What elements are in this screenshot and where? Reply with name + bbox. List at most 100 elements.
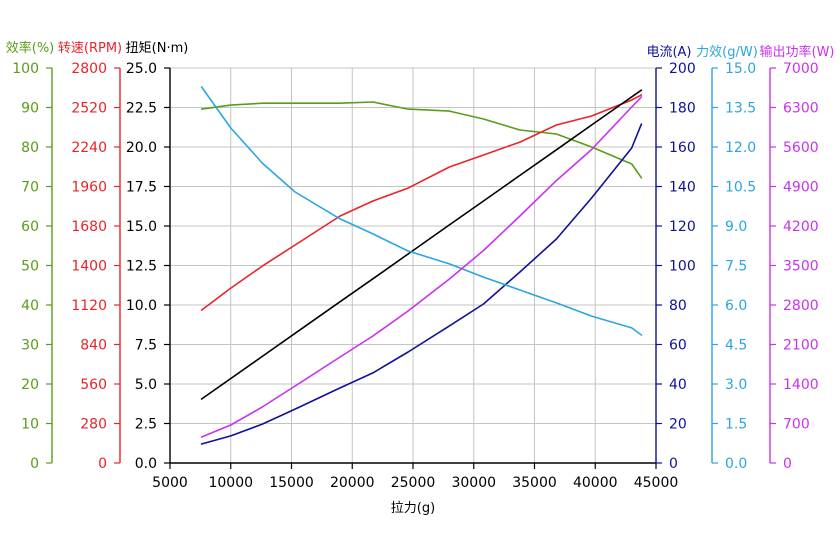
output-power-axis: 0 700 1400 2100 2800 3500 4200 4900 5600 6300 7000… <box>760 44 835 472</box>
output-power-tick-label: 700 <box>783 417 810 433</box>
efficiency-tick-label: 10 <box>21 417 39 433</box>
torque-tick-label: 15.0 <box>126 219 157 235</box>
thrust-efficiency-tick-label: 10.5 <box>725 180 756 196</box>
torque-tick-label: 7.5 <box>135 338 157 354</box>
current-tick-label: 160 <box>669 140 696 156</box>
current-tick-label: 180 <box>669 101 696 117</box>
output-power-tick-label: 2100 <box>783 338 819 354</box>
rpm-tick-label: 2800 <box>71 61 107 77</box>
current-tick-label: 140 <box>669 180 696 196</box>
rpm-tick-label: 560 <box>80 377 107 393</box>
torque-axis: 0.0 2.5 5.0 7.5 10.0 12.5 15.0 17.5 20.0 22.5 25.0… <box>126 41 189 472</box>
torque-tick-label: 2.5 <box>135 417 157 433</box>
x-axis-title: 拉力(g) <box>391 501 435 516</box>
x-tick-label: 30000 <box>451 475 496 491</box>
output-power-tick-label: 6300 <box>783 101 819 117</box>
rpm-tick-label: 1120 <box>71 298 107 314</box>
torque-axis-title: 扭矩(N·m) <box>126 41 189 56</box>
x-tick-label: 45000 <box>634 475 679 491</box>
current-tick-label: 0 <box>669 456 678 472</box>
efficiency-tick-label: 30 <box>21 338 39 354</box>
y-axes: 0 10 20 30 40 50 60 70 80 90 100 效率(%) 0 280 560 840 112… <box>6 40 835 472</box>
efficiency-axis-title: 效率(%) <box>6 40 55 56</box>
current-tick-label: 200 <box>669 61 696 77</box>
output-power-tick-label: 4900 <box>783 180 819 196</box>
torque-tick-label: 17.5 <box>126 180 157 196</box>
efficiency-tick-label: 50 <box>21 259 39 275</box>
current-tick-label: 120 <box>669 219 696 235</box>
output-power-tick-label: 0 <box>783 456 792 472</box>
thrust-efficiency-axis: 0.0 1.5 3.0 4.5 6.0 7.5 9.0 10.5 12.0 13.5 15.0力效(… <box>696 45 758 472</box>
x-tick-label: 20000 <box>330 475 375 491</box>
x-axis: 5000 10000 15000 20000 25000 30000 35000 40000 4… <box>152 462 679 491</box>
rpm-tick-label: 280 <box>80 417 107 433</box>
current-tick-label: 20 <box>669 417 687 433</box>
efficiency-tick-label: 60 <box>21 219 39 235</box>
x-tick-label: 35000 <box>512 475 557 491</box>
output-power-line <box>200 96 643 438</box>
torque-tick-label: 22.5 <box>126 101 157 117</box>
rpm-axis: 0 280 560 840 1120 1400 1680 1960 2240 2520 2800 转速… <box>58 41 122 472</box>
torque-line <box>200 89 643 400</box>
rpm-tick-label: 0 <box>98 456 107 472</box>
efficiency-tick-label: 40 <box>21 298 39 314</box>
rpm-line <box>200 94 643 311</box>
thrust-efficiency-tick-label: 12.0 <box>725 140 756 156</box>
efficiency-tick-label: 100 <box>12 61 39 77</box>
thrust-efficiency-tick-label: 13.5 <box>725 101 756 117</box>
x-tick-label: 10000 <box>208 475 253 491</box>
output-power-tick-label: 7000 <box>783 61 819 77</box>
rpm-tick-label: 840 <box>80 338 107 354</box>
thrust-efficiency-line <box>200 86 643 336</box>
thrust-efficiency-axis-title: 力效(g/W) <box>696 45 758 60</box>
rpm-tick-label: 1680 <box>71 219 107 235</box>
efficiency-axis: 0 10 20 30 40 50 60 70 80 90 100 效率(%) <box>6 40 55 472</box>
torque-tick-label: 0.0 <box>135 456 157 472</box>
x-tick-label: 25000 <box>391 475 436 491</box>
grid <box>169 67 657 464</box>
thrust-efficiency-tick-label: 3.0 <box>725 377 747 393</box>
efficiency-tick-label: 70 <box>21 180 39 196</box>
torque-tick-label: 10.0 <box>126 298 157 314</box>
x-tick-label: 15000 <box>269 475 314 491</box>
torque-tick-label: 12.5 <box>126 259 157 275</box>
torque-tick-label: 5.0 <box>135 377 157 393</box>
x-tick-label: 5000 <box>152 475 188 491</box>
current-line <box>200 123 643 445</box>
rpm-tick-label: 2520 <box>71 101 107 117</box>
output-power-tick-label: 2800 <box>783 298 819 314</box>
x-tick-label: 40000 <box>573 475 618 491</box>
rpm-tick-label: 1960 <box>71 180 107 196</box>
thrust-efficiency-tick-label: 7.5 <box>725 259 747 275</box>
series-lines <box>200 86 643 445</box>
current-tick-label: 100 <box>669 259 696 275</box>
thrust-efficiency-tick-label: 15.0 <box>725 61 756 77</box>
output-power-tick-label: 1400 <box>783 377 819 393</box>
thrust-efficiency-tick-label: 6.0 <box>725 298 747 314</box>
efficiency-tick-label: 90 <box>21 101 39 117</box>
current-tick-label: 60 <box>669 338 687 354</box>
rpm-axis-title: 转速(RPM) <box>58 41 122 56</box>
thrust-efficiency-tick-label: 4.5 <box>725 338 747 354</box>
efficiency-tick-label: 0 <box>30 456 39 472</box>
rpm-tick-label: 1400 <box>71 259 107 275</box>
output-power-tick-label: 5600 <box>783 140 819 156</box>
efficiency-tick-label: 80 <box>21 140 39 156</box>
output-power-axis-title: 输出功率(W) <box>760 44 835 60</box>
efficiency-tick-label: 20 <box>21 377 39 393</box>
thrust-efficiency-tick-label: 9.0 <box>725 219 747 235</box>
output-power-tick-label: 3500 <box>783 259 819 275</box>
current-tick-label: 80 <box>669 298 687 314</box>
output-power-tick-label: 4200 <box>783 219 819 235</box>
current-axis-title: 电流(A) <box>646 45 691 60</box>
efficiency-line <box>200 101 643 179</box>
current-tick-label: 40 <box>669 377 687 393</box>
thrust-efficiency-tick-label: 1.5 <box>725 417 747 433</box>
torque-tick-label: 20.0 <box>126 140 157 156</box>
rpm-tick-label: 2240 <box>71 140 107 156</box>
thrust-efficiency-tick-label: 0.0 <box>725 456 747 472</box>
torque-tick-label: 25.0 <box>126 61 157 77</box>
